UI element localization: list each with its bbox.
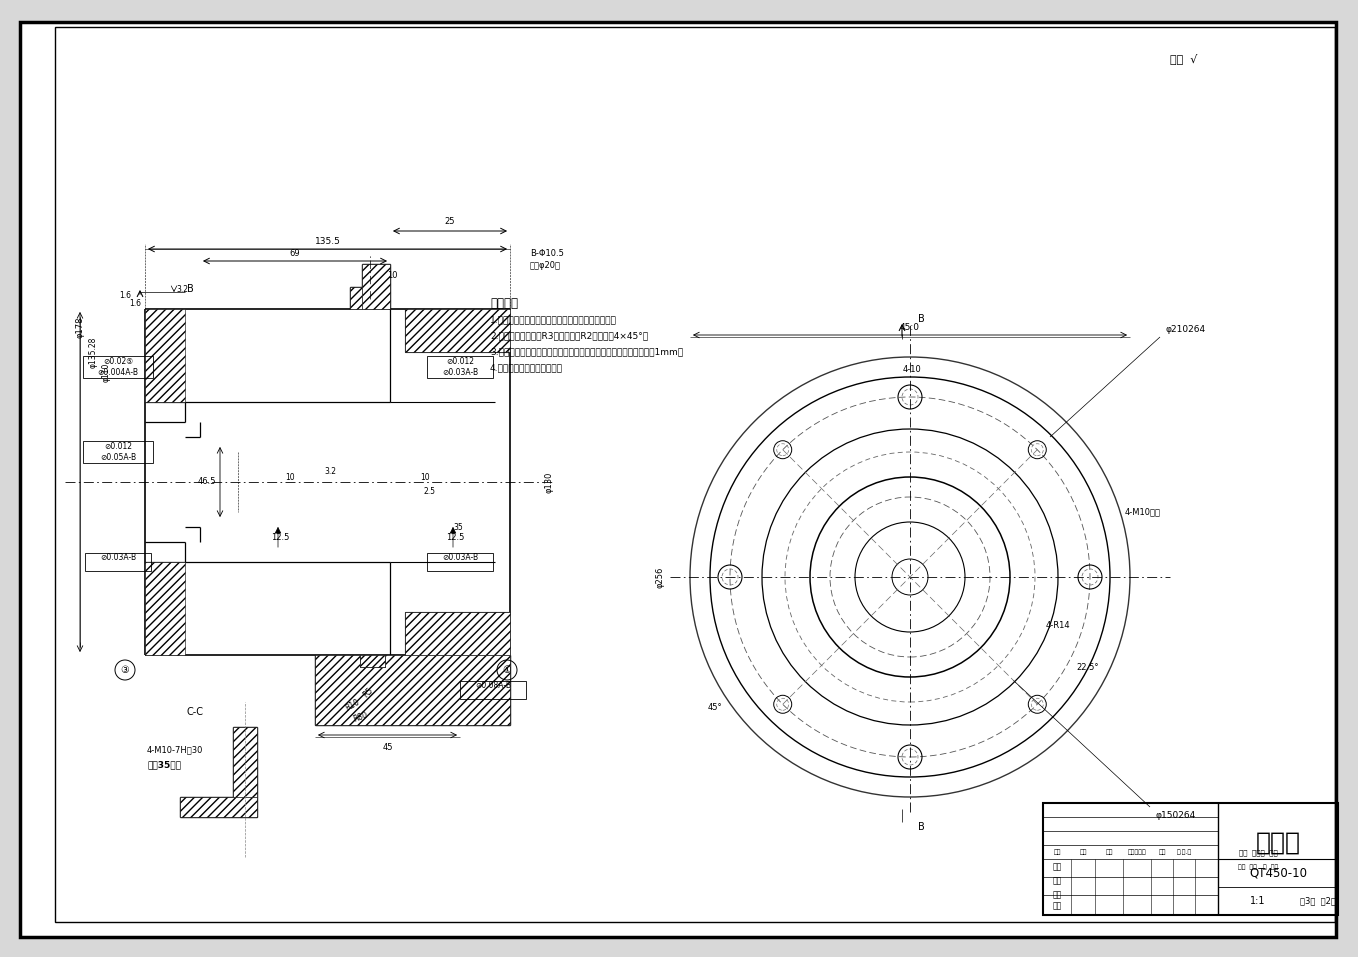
Text: 35: 35 — [454, 523, 463, 531]
Text: 更改文件号: 更改文件号 — [1127, 849, 1146, 855]
Bar — [315, 655, 511, 725]
Text: R5: R5 — [361, 686, 375, 700]
Text: 22.5°: 22.5° — [1077, 662, 1099, 672]
Text: R10: R10 — [344, 698, 361, 713]
Text: 4-M10均布: 4-M10均布 — [1124, 507, 1161, 517]
Text: 轴承座: 轴承座 — [1256, 831, 1301, 855]
Text: ⊘0.05A-B: ⊘0.05A-B — [100, 453, 136, 462]
Bar — [83, 356, 153, 378]
Text: 2.未注明的铸造圆角R3，加工圆角R2，倒角为4×45°；: 2.未注明的铸造圆角R3，加工圆角R2，倒角为4×45°； — [490, 331, 648, 340]
Bar — [460, 681, 526, 699]
Text: 工艺: 工艺 — [1052, 901, 1062, 910]
Bar — [360, 655, 386, 667]
Text: 4-R14: 4-R14 — [1046, 620, 1070, 630]
Text: 69: 69 — [289, 249, 300, 257]
Bar — [405, 612, 511, 655]
Text: 10: 10 — [387, 271, 398, 280]
Text: 校核: 校核 — [1052, 877, 1062, 885]
Text: 45: 45 — [382, 743, 392, 751]
Text: 1:1: 1:1 — [1251, 896, 1266, 906]
Text: 1.6: 1.6 — [129, 300, 141, 308]
Text: B: B — [186, 284, 193, 294]
Text: φ150264: φ150264 — [1156, 811, 1195, 819]
Text: φ210264: φ210264 — [1165, 324, 1205, 333]
Text: ⊘0.08A-B: ⊘0.08A-B — [475, 681, 511, 690]
Text: 10: 10 — [285, 473, 295, 481]
Text: 45°: 45° — [708, 702, 722, 711]
Bar — [234, 727, 257, 797]
Text: 4-M10-7H螺30: 4-M10-7H螺30 — [147, 746, 204, 754]
Bar — [83, 441, 153, 463]
Bar — [181, 797, 257, 817]
Text: R80: R80 — [352, 710, 368, 723]
Text: 45:0: 45:0 — [900, 323, 919, 331]
Bar — [426, 553, 493, 571]
Text: 1.铸件清砂后需进行时效处理，处理后不能有砂眼；: 1.铸件清砂后需进行时效处理，处理后不能有砂眼； — [490, 315, 617, 324]
Text: 孔距35均布: 孔距35均布 — [147, 761, 181, 769]
Text: 2.5: 2.5 — [424, 487, 436, 497]
Text: QT450-10: QT450-10 — [1249, 866, 1306, 879]
Text: 3.2: 3.2 — [177, 284, 187, 294]
Text: ⊘0.004A-B: ⊘0.004A-B — [98, 368, 139, 377]
Text: 审查  标准化  批准: 审查 标准化 批准 — [1238, 850, 1278, 857]
Text: 12.5: 12.5 — [270, 532, 289, 542]
Text: 签名: 签名 — [1158, 849, 1165, 855]
Text: 共3张  第2张: 共3张 第2张 — [1300, 897, 1336, 905]
Text: 3.2: 3.2 — [325, 468, 335, 477]
Text: ⊘0.012: ⊘0.012 — [445, 357, 474, 366]
Text: φ130: φ130 — [545, 471, 554, 493]
Bar — [405, 309, 511, 352]
Text: B: B — [918, 822, 925, 832]
Bar — [1043, 803, 1338, 915]
Text: 3.轴承座与轴承盖，轴承座与减速器完后两侧分面错位量每边不大于1mm；: 3.轴承座与轴承盖，轴承座与减速器完后两侧分面错位量每边不大于1mm； — [490, 347, 683, 356]
Text: φ178: φ178 — [76, 316, 84, 338]
Bar — [145, 562, 185, 655]
Text: ⊘0.02⑤: ⊘0.02⑤ — [103, 357, 133, 366]
Text: ①: ① — [502, 665, 512, 675]
Text: 4-10: 4-10 — [903, 365, 921, 373]
Text: φ110: φ110 — [102, 363, 110, 382]
Text: 25: 25 — [445, 217, 455, 227]
Bar — [363, 264, 390, 309]
Bar — [86, 553, 151, 571]
Text: 处数: 处数 — [1080, 849, 1086, 855]
Text: ⊘0.03A-B: ⊘0.03A-B — [100, 553, 136, 562]
Text: B: B — [918, 314, 925, 324]
Text: φ135.28: φ135.28 — [88, 336, 98, 367]
Text: 标记: 标记 — [1054, 849, 1061, 855]
Bar — [350, 287, 363, 309]
Text: 其余  √: 其余 √ — [1171, 54, 1198, 64]
Text: 46.5: 46.5 — [198, 478, 216, 486]
Text: C-C: C-C — [186, 707, 204, 717]
Text: ⊘0.03A-B: ⊘0.03A-B — [441, 553, 478, 562]
Text: φ256: φ256 — [656, 567, 664, 588]
Text: 1.6: 1.6 — [120, 291, 130, 300]
Text: 12.5: 12.5 — [445, 532, 464, 542]
Text: ③: ③ — [121, 665, 129, 675]
Bar — [145, 309, 185, 402]
Text: B-Φ10.5: B-Φ10.5 — [530, 250, 564, 258]
Text: 年.月.日: 年.月.日 — [1176, 849, 1191, 855]
Text: 审度  审议   设  比例: 审度 审议 设 比例 — [1238, 864, 1278, 870]
Text: 分区: 分区 — [1105, 849, 1112, 855]
Text: 135.5: 135.5 — [315, 236, 341, 246]
Text: 设计: 设计 — [1052, 862, 1062, 872]
Text: 4.螺轴承孔前必须打入定位销: 4.螺轴承孔前必须打入定位销 — [490, 363, 564, 372]
Bar — [426, 356, 493, 378]
Text: 锥平φ20处: 锥平φ20处 — [530, 261, 561, 271]
Text: ⊘0.012: ⊘0.012 — [105, 442, 132, 451]
Text: ⊘0.03A-B: ⊘0.03A-B — [441, 368, 478, 377]
Text: 技术要求: 技术要求 — [490, 297, 517, 310]
Text: 审核: 审核 — [1052, 891, 1062, 900]
Text: 10: 10 — [420, 473, 430, 481]
